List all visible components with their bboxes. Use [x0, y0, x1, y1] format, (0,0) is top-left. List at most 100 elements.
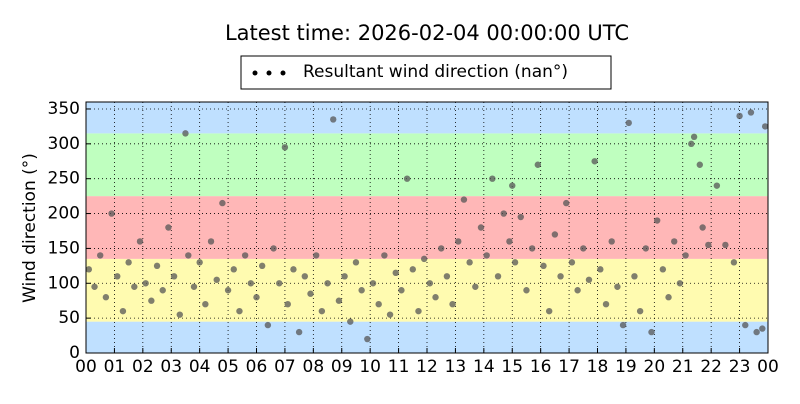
data-point [494, 273, 502, 280]
data-point [196, 259, 203, 266]
data-point [153, 262, 161, 270]
y-tick-label: 100 [48, 273, 80, 293]
data-point [580, 245, 587, 252]
legend-marker [252, 70, 258, 76]
data-point [369, 280, 377, 287]
y-tick-label: 350 [48, 99, 80, 119]
data-point [392, 269, 399, 277]
data-point [119, 307, 127, 315]
y-tick-label: 0 [69, 343, 80, 363]
data-point [636, 307, 644, 315]
data-point [182, 130, 189, 137]
data-point [253, 294, 260, 301]
data-point [159, 287, 166, 294]
data-point [312, 252, 320, 259]
data-point [91, 283, 98, 290]
x-tick-label: 16 [530, 357, 552, 377]
data-point [614, 283, 621, 290]
data-point [659, 266, 667, 273]
data-point [747, 109, 755, 116]
data-point [653, 217, 661, 224]
data-point [460, 196, 468, 203]
data-point [270, 245, 277, 252]
data-point [608, 238, 615, 245]
data-point [108, 210, 115, 217]
data-point [676, 280, 684, 287]
data-point [722, 241, 729, 249]
data-point [438, 245, 445, 252]
data-point [506, 238, 513, 245]
data-point [415, 307, 422, 315]
sector-band [86, 102, 768, 134]
x-tick-label: 17 [558, 357, 580, 377]
data-point [625, 119, 632, 127]
data-point [568, 259, 576, 266]
data-point [602, 300, 610, 308]
data-point [324, 280, 331, 287]
x-tick-label: 01 [104, 357, 126, 377]
x-tick-label: 23 [729, 357, 751, 377]
data-point [736, 112, 743, 120]
data-point [335, 297, 343, 304]
data-point [696, 161, 703, 168]
data-point [230, 266, 237, 273]
x-tick-label: 14 [473, 357, 495, 377]
data-point [85, 266, 93, 273]
data-point [690, 133, 698, 141]
data-point [665, 294, 672, 301]
data-point [318, 307, 326, 315]
data-point [290, 266, 297, 273]
data-point [284, 300, 291, 308]
x-tick-label: 00 [75, 357, 97, 377]
data-point [295, 328, 303, 336]
data-point [511, 259, 519, 266]
data-point [219, 199, 226, 207]
data-point [386, 311, 394, 318]
data-point [102, 294, 110, 301]
x-tick-label: 12 [416, 357, 438, 377]
y-tick-label: 50 [58, 308, 80, 328]
x-tick-label: 18 [587, 357, 609, 377]
data-point [176, 311, 183, 318]
data-point [455, 238, 462, 245]
data-point [241, 252, 249, 259]
data-point [540, 262, 547, 270]
data-point [574, 287, 581, 294]
data-point [545, 307, 553, 315]
x-tick-label: 20 [644, 357, 666, 377]
data-point [551, 231, 559, 238]
data-point [281, 144, 289, 151]
x-tick-label: 05 [217, 357, 239, 377]
data-point [236, 307, 243, 315]
data-point [449, 300, 456, 308]
data-point [500, 210, 507, 217]
x-tick-label: 13 [445, 357, 467, 377]
data-point [264, 321, 272, 329]
data-point [148, 297, 155, 304]
chart-title: Latest time: 2026-02-04 00:00:00 UTC [225, 21, 629, 45]
data-point [213, 276, 220, 283]
data-point [671, 238, 678, 245]
data-point [753, 328, 760, 336]
legend-marker [266, 70, 272, 76]
data-point [341, 273, 348, 280]
data-point [528, 245, 536, 252]
data-point [301, 273, 309, 280]
data-point [190, 283, 198, 290]
data-point [472, 283, 479, 290]
data-point [114, 273, 121, 280]
data-point [648, 328, 655, 336]
x-tick-label: 09 [331, 357, 353, 377]
x-tick-label: 21 [672, 357, 694, 377]
plot-frame [85, 101, 769, 354]
data-point [523, 287, 530, 294]
data-point [642, 245, 650, 252]
legend-label: Resultant wind direction (nan°) [303, 62, 568, 82]
data-point [330, 116, 337, 123]
legend-marker [280, 70, 286, 76]
data-point [489, 175, 496, 182]
x-tick-label: 03 [160, 357, 182, 377]
data-point [688, 140, 695, 148]
data-point [97, 252, 104, 259]
x-tick-label: 10 [359, 357, 381, 377]
